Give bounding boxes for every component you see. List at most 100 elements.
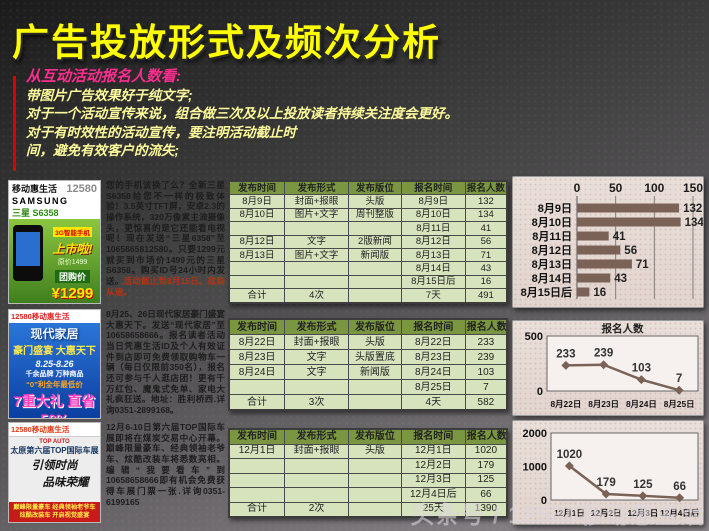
table-row: 8月9日 封面+报眼 头版 8月9日 132	[228, 194, 508, 209]
launch-text: 上市啦!	[52, 242, 93, 256]
table-cell	[348, 221, 402, 236]
table-cell: 12月1日	[400, 443, 466, 459]
footer-line2: 炫酷改装车 开启视觉盛宴	[19, 511, 90, 519]
table-cell: 491	[464, 288, 508, 304]
value-label: 132	[683, 203, 702, 215]
table-header-cell: 报名人数	[464, 318, 508, 335]
table-cell: 合计	[228, 288, 286, 304]
x-tick-label: 50	[609, 181, 623, 195]
table-cell: 头版置底	[348, 349, 402, 365]
table-cell	[348, 394, 402, 411]
12580-strip: 12580移动惠生活	[9, 310, 100, 323]
expo-dates: 8.25-8.26	[35, 359, 74, 369]
campaign3-table: 发布时间 发布形式 发布版位 报名时间 报名人数 12月1日 封面+报眼 头版 12月1日 102…	[228, 428, 508, 518]
top-auto-emblem: TOP AUTO	[39, 439, 70, 445]
category-label: 12月2日	[591, 508, 622, 518]
bar	[577, 245, 621, 255]
table-cell: 封面+报眼	[284, 194, 350, 209]
table-header-cell: 报名人数	[464, 180, 508, 196]
insights-block: 从互动活动报名人数看: 带图片广告效果好于纯文字; 对于一个活动宣传来说，组合做…	[26, 69, 566, 163]
table-row: 12月3日 125	[228, 472, 508, 488]
table-cell	[284, 458, 350, 474]
table-cell: 233	[464, 334, 508, 350]
table-cell	[348, 288, 402, 304]
ad-copy: 您的手机该换了么？全新三星S6358给您不一样的极致体验！3.5英寸TFT屏，安…	[106, 180, 225, 286]
table-cell: 周刊整版	[348, 207, 402, 223]
table-cell: 图片+文字	[284, 207, 350, 223]
value-label: 233	[556, 348, 575, 360]
y-tick-label: 0	[537, 386, 543, 398]
table-header-cell: 报名时间	[400, 180, 466, 196]
table-cell: 125	[464, 472, 508, 488]
ad-green-area: 3G智能手机 上市啦! 原价1499 团购价 ¥1299	[9, 219, 100, 303]
category-label: 8月22日	[551, 399, 582, 409]
campaign1-table: 发布时间 发布形式 发布版位 报名时间 报名人数 8月9日 封面+报眼 头版 8月9日 132 8月…	[228, 180, 508, 304]
insight-line: 对于有时效性的活动宣传，要注明活动截止时	[26, 124, 296, 140]
table-cell: 8月11日	[400, 221, 466, 236]
table-cell: 132	[464, 194, 508, 209]
table-cell: 新闻版	[348, 247, 402, 263]
expo-title: 现代家居	[30, 327, 79, 341]
value-label: 43	[614, 273, 627, 285]
auto-show-footer: 巅峰限量豪车 经典领袖老爷车 炫酷改装车 开启视觉盛宴	[9, 501, 100, 522]
table-cell: 8月10日	[400, 207, 466, 223]
bar	[577, 259, 632, 269]
value-label: 103	[632, 363, 651, 375]
campaign2-ad: 12580移动惠生活 现代家居 豪门盛宴 大惠天下 8.25-8.26 千余品牌…	[8, 309, 225, 419]
table-cell: 2次	[284, 501, 350, 518]
table-cell: 文字	[284, 364, 350, 380]
table-cell: 8月22日	[400, 334, 466, 350]
ad-copy: 12月6-10日第六届TOP国际车展即将在煤炭交易中心开幕。巅峰限量豪车、经典领…	[106, 422, 225, 507]
table-cell: 8月12日	[400, 234, 466, 249]
ad-offer-stack: 3G智能手机 上市啦! 原价1499 团购价 ¥1299	[48, 222, 97, 302]
data-point-marker	[636, 375, 646, 385]
table-row: 8月23日 文字 头版置底 8月23日 239	[228, 349, 508, 365]
table-header-cell: 发布形式	[284, 428, 350, 445]
category-label: 12月1日	[554, 508, 585, 518]
table-cell: 179	[464, 458, 508, 474]
table-header-cell: 发布形式	[284, 180, 350, 196]
table-header-row: 发布时间 发布形式 发布版位 报名时间 报名人数	[228, 180, 508, 196]
table-cell	[228, 458, 286, 474]
table-row: 8月24日 文字 新闻版 8月24日 103	[228, 364, 508, 380]
category-label: 8月11日	[532, 230, 572, 243]
campaign1-table-wrap: 发布时间 发布形式 发布版位 报名时间 报名人数 8月9日 封面+报眼 头版 8月9日 132 8月…	[228, 180, 508, 304]
table-row: 12月1日 封面+报眼 头版 12月1日 1020	[228, 443, 508, 459]
table-cell: 新闻版	[348, 364, 402, 380]
ad-copy-text: 8月25、26日现代家居豪门盛宴大惠天下。发送“现代家居”至1065865866…	[106, 309, 225, 419]
table-header-cell: 发布形式	[284, 318, 350, 335]
table-cell	[228, 487, 286, 503]
table-cell: 封面+报眼	[284, 443, 350, 459]
line-chart-svg: 报名人数 0 500 233 8月22日 239 8月23日 103 8月24日 7 8月25日	[525, 322, 699, 409]
table-cell	[284, 379, 350, 395]
bar	[577, 203, 680, 213]
line-chart-svg: 0 1000 2000 1020 12月1日 179 12月2日 125 12月3日 66 12月4…	[523, 428, 700, 518]
calligraphy-line1: 引领时尚	[31, 460, 78, 472]
table-cell: 头版	[348, 334, 402, 350]
campaign2-table-wrap: 发布时间 发布形式 发布版位 报名时间 报名人数 8月22日 封面+报眼 头版 8月22日 233…	[228, 318, 508, 411]
table-cell: 25天	[400, 501, 466, 518]
table-cell: 8月12日	[228, 234, 286, 249]
table-cell	[348, 274, 402, 290]
table-cell: 2版新闻	[348, 234, 402, 249]
x-tick-label: 150	[683, 181, 703, 195]
value-label: 7	[676, 373, 682, 385]
table-cell	[348, 472, 402, 488]
value-label: 239	[594, 348, 613, 360]
table-row: 8月11日 41	[228, 221, 508, 236]
table-cell: 文字	[284, 234, 350, 249]
table-header-cell: 发布版位	[348, 428, 402, 445]
table-row: 8月13日 图片+文字 新闻版 8月13日 71	[228, 247, 508, 263]
value-label: 179	[597, 477, 616, 489]
bar-chart-svg: 0 50 100 150 8月9日 132 8月10日 134 8月11日 41 8月12日 56 8月…	[521, 181, 703, 299]
home-expo-ad-image: 12580移动惠生活 现代家居 豪门盛宴 大惠天下 8.25-8.26 千余品牌…	[8, 309, 101, 419]
table-row: 合计 3次 4天 582	[228, 394, 508, 411]
table-cell	[284, 472, 350, 488]
table-cell: 8月23日	[228, 349, 286, 365]
table-cell	[284, 274, 350, 290]
chart-title: 报名人数	[602, 322, 644, 335]
data-point-marker	[564, 461, 574, 471]
table-row: 8月25日 7	[228, 379, 508, 395]
huishenghuo-logo: 移动惠生活	[12, 184, 58, 194]
category-label: 8月15日后	[521, 285, 572, 299]
